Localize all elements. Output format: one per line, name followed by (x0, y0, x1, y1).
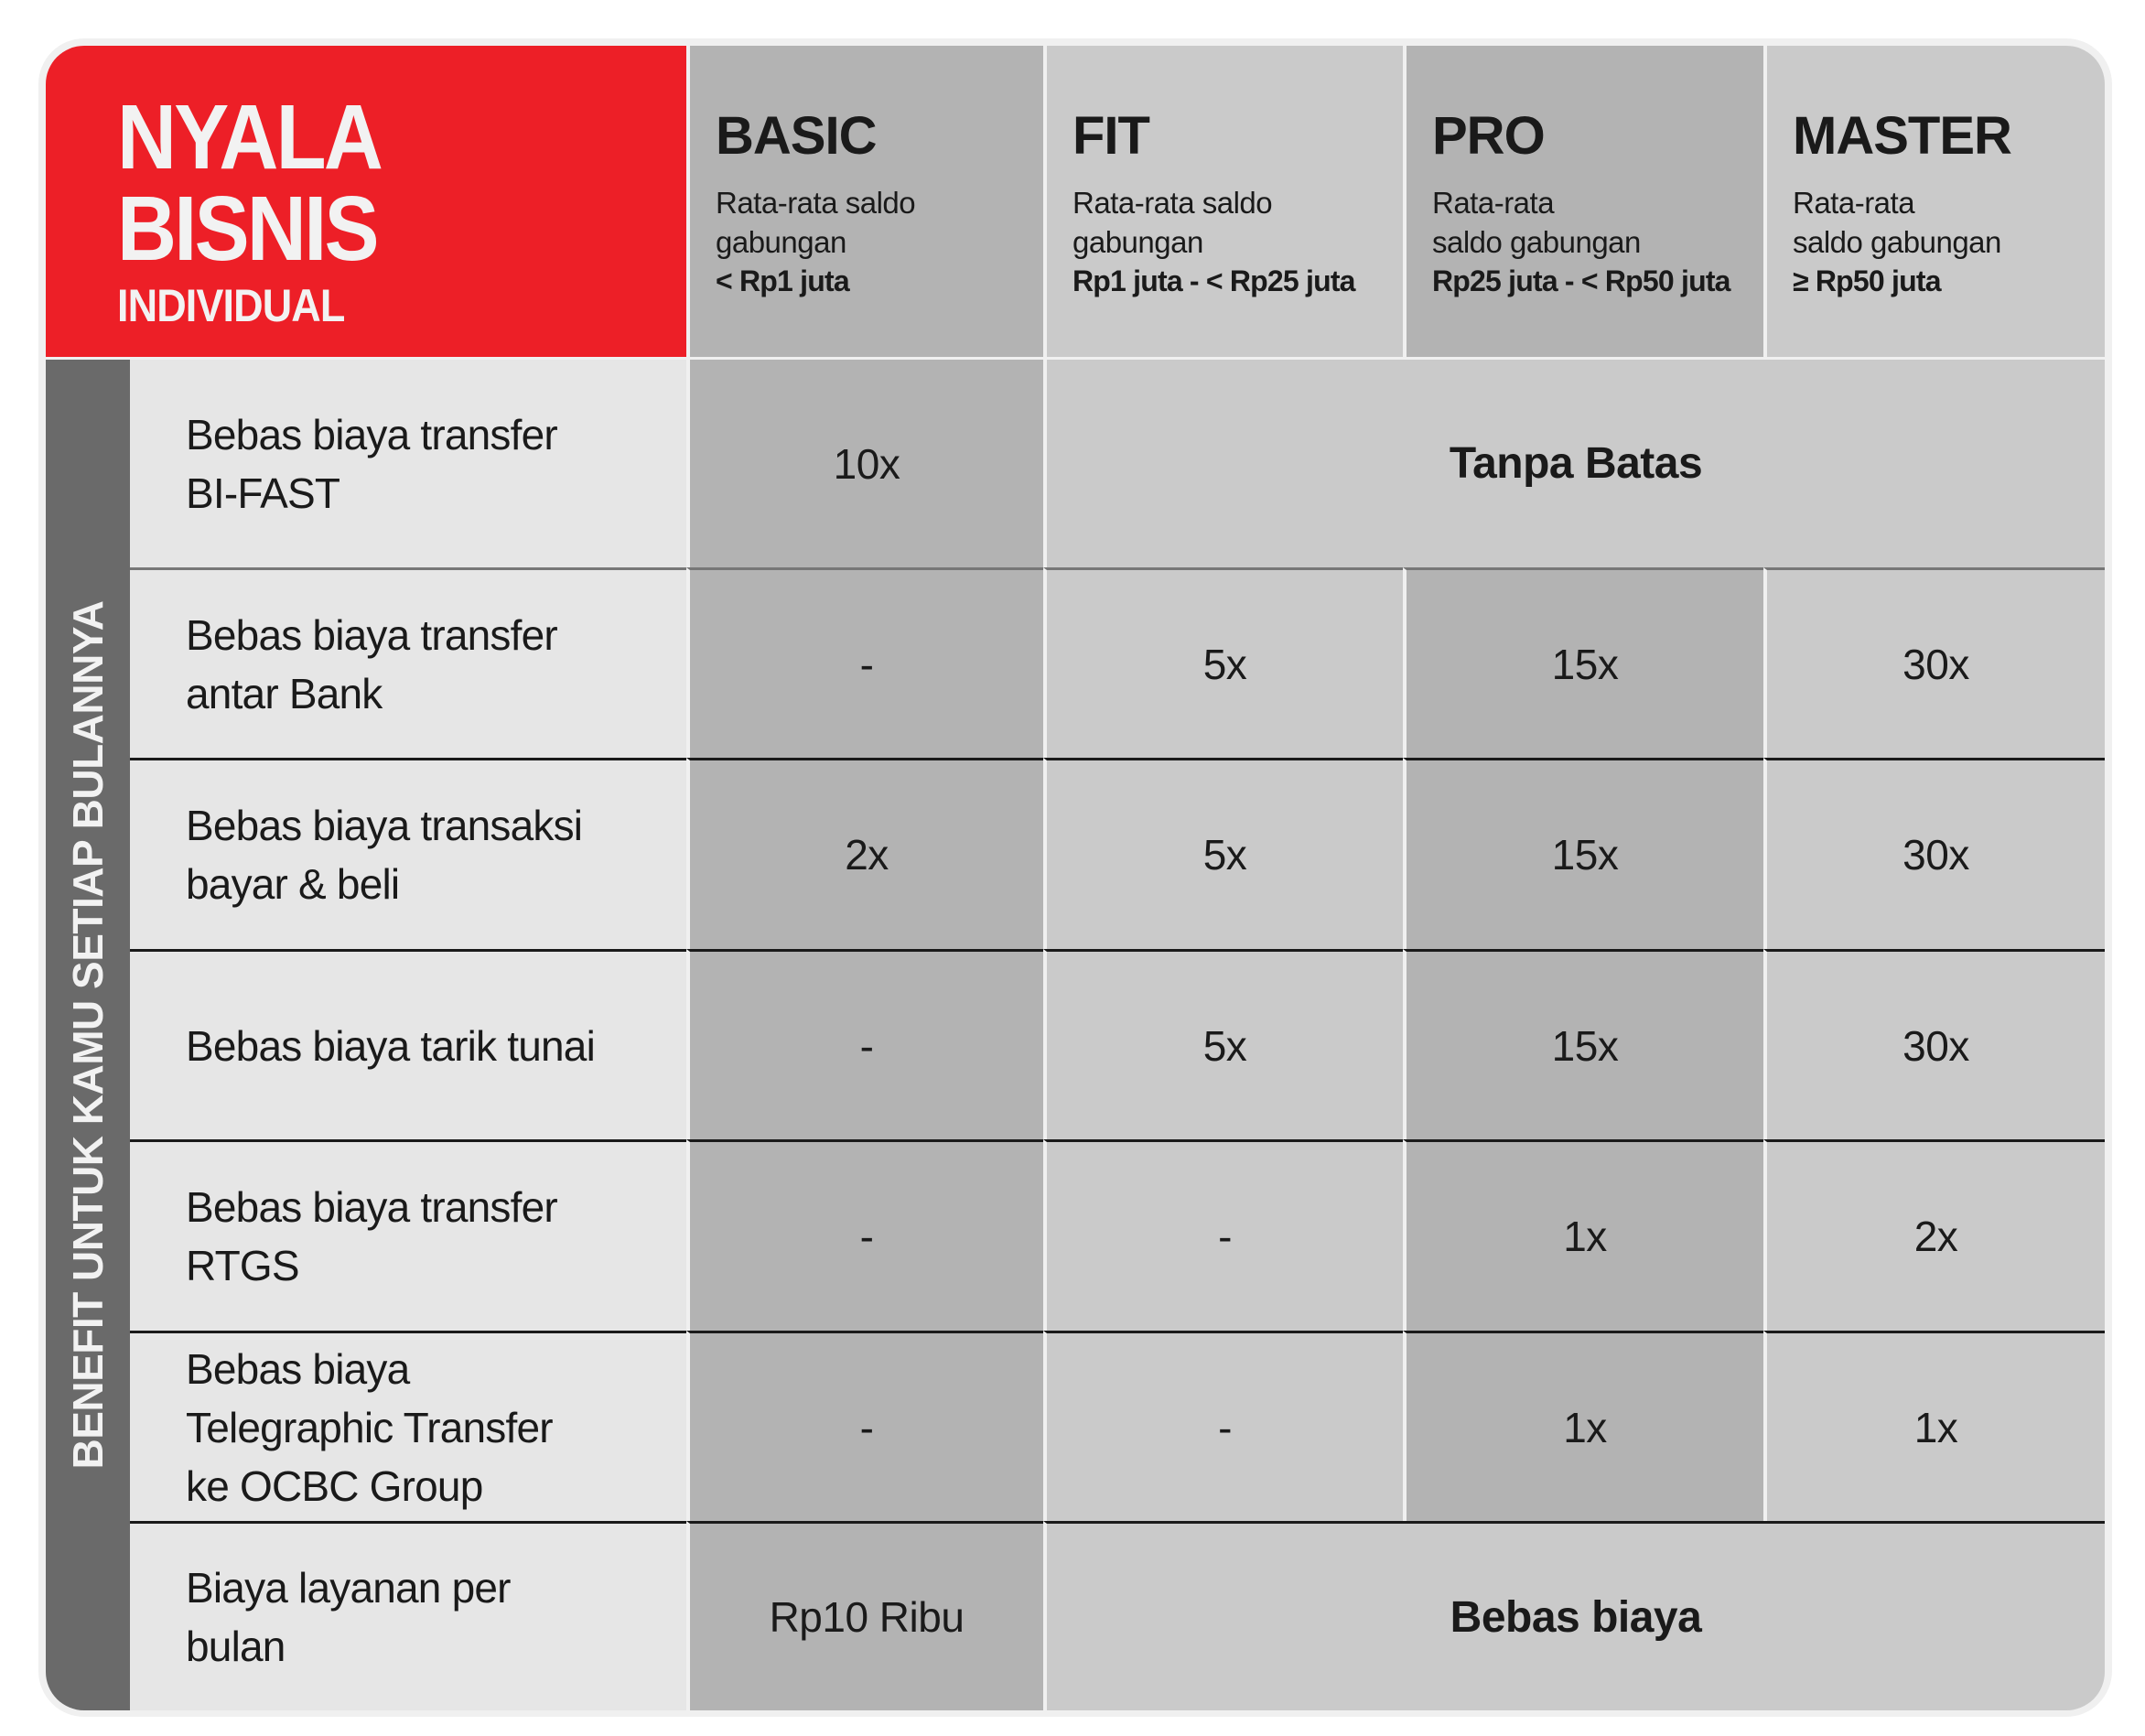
tier-balance-range: ≥ Rp50 juta (1793, 264, 1941, 297)
brand-title-line2: BISNIS (117, 178, 380, 280)
row-label: Bebas biaya tarik tunai (130, 949, 686, 1139)
benefit-value: 15x (1403, 949, 1763, 1139)
brand-title-line1: NYALA (117, 86, 383, 189)
benefit-value: 1x (1763, 1331, 2105, 1521)
side-label-strip: BENEFIT UNTUK KAMU SETIAP BULANNYA (46, 360, 130, 1710)
tier-description: Rata-rata saldo gabungan (1793, 186, 2001, 259)
tier-balance-range: Rp1 juta - < Rp25 juta (1072, 264, 1355, 297)
benefit-value: - (686, 1331, 1043, 1521)
tier-name: FIT (1072, 106, 1150, 166)
benefit-value: Tanpa Batas (1043, 360, 2105, 567)
tier-header-fit: FIT Rata-rata saldo gabungan Rp1 juta - < … (1043, 46, 1403, 360)
benefit-value: 15x (1403, 758, 1763, 949)
benefit-value: - (1043, 1139, 1403, 1331)
benefit-value: Rp10 Ribu (686, 1521, 1043, 1710)
tier-description: Rata-rata saldo gabungan (1432, 186, 1641, 259)
tier-balance-range: Rp25 juta - < Rp50 juta (1432, 264, 1730, 297)
row-label: Biaya layanan per bulan (130, 1521, 686, 1710)
brand-header: NYALA BISNIS INDIVIDUAL (46, 46, 686, 360)
benefit-value: 30x (1763, 567, 2105, 758)
tier-name: MASTER (1793, 106, 2012, 166)
row-label: Bebas biaya transfer antar Bank (130, 567, 686, 758)
benefit-value: 1x (1403, 1139, 1763, 1331)
tier-description: Rata-rata saldo gabungan (716, 186, 916, 259)
benefit-value: 2x (1763, 1139, 2105, 1331)
benefit-value: - (686, 1139, 1043, 1331)
side-label: BENEFIT UNTUK KAMU SETIAP BULANNYA (64, 600, 112, 1470)
tier-header-basic: BASIC Rata-rata saldo gabungan < Rp1 juta (686, 46, 1043, 360)
row-label: Bebas biaya Telegraphic Transfer ke OCBC… (130, 1331, 686, 1521)
benefit-value: 5x (1043, 758, 1403, 949)
benefit-value: - (1043, 1331, 1403, 1521)
benefit-value: 10x (686, 360, 1043, 567)
benefit-value: - (686, 949, 1043, 1139)
brand-subtitle: INDIVIDUAL (117, 280, 345, 331)
tier-name: BASIC (716, 106, 877, 166)
benefit-value: 2x (686, 758, 1043, 949)
benefit-value: 1x (1403, 1331, 1763, 1521)
tier-name: PRO (1432, 106, 1546, 166)
pricing-table: NYALA BISNIS INDIVIDUAL BENEFIT UNTUK KA… (46, 46, 2105, 1710)
tier-header-master: MASTER Rata-rata saldo gabungan ≥ Rp50 jut… (1763, 46, 2105, 360)
tier-balance-range: < Rp1 juta (716, 264, 850, 297)
benefit-value: 30x (1763, 949, 2105, 1139)
benefit-value: 5x (1043, 567, 1403, 758)
benefit-value: 5x (1043, 949, 1403, 1139)
tier-description: Rata-rata saldo gabungan (1072, 186, 1273, 259)
benefit-value: 15x (1403, 567, 1763, 758)
tier-header-pro: PRO Rata-rata saldo gabungan Rp25 juta - <… (1403, 46, 1763, 360)
benefit-value: - (686, 567, 1043, 758)
row-label: Bebas biaya transfer BI-FAST (130, 360, 686, 567)
row-label: Bebas biaya transfer RTGS (130, 1139, 686, 1331)
benefit-value: 30x (1763, 758, 2105, 949)
benefit-value: Bebas biaya (1043, 1521, 2105, 1710)
row-label: Bebas biaya transaksi bayar & beli (130, 758, 686, 949)
